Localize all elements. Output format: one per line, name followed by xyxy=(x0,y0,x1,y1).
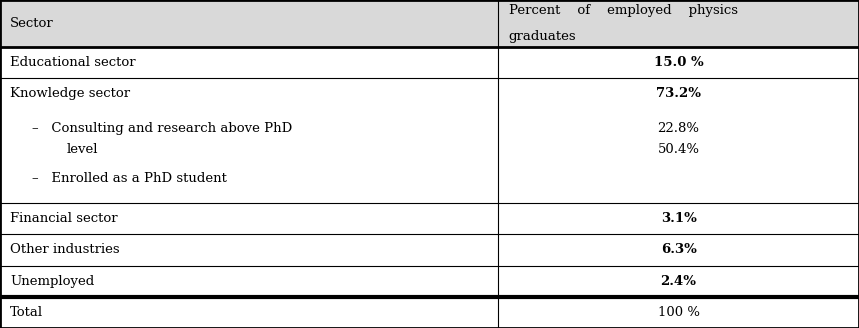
Text: Total: Total xyxy=(10,306,44,319)
Text: Percent    of    employed    physics: Percent of employed physics xyxy=(509,4,738,17)
Bar xyxy=(0,0,859,47)
Text: 50.4%: 50.4% xyxy=(658,143,699,156)
Text: –   Enrolled as a PhD student: – Enrolled as a PhD student xyxy=(32,172,227,185)
Text: 100 %: 100 % xyxy=(658,306,699,319)
Text: Other industries: Other industries xyxy=(10,243,120,256)
Text: 2.4%: 2.4% xyxy=(661,275,697,288)
Text: –   Consulting and research above PhD: – Consulting and research above PhD xyxy=(32,122,292,134)
Text: level: level xyxy=(66,143,98,156)
Bar xyxy=(0,203,859,234)
Text: 3.1%: 3.1% xyxy=(661,212,697,225)
Text: 22.8%: 22.8% xyxy=(658,122,699,134)
Text: Knowledge sector: Knowledge sector xyxy=(10,87,131,100)
Text: Sector: Sector xyxy=(10,17,54,30)
Bar xyxy=(0,234,859,266)
Text: graduates: graduates xyxy=(509,30,576,43)
Bar xyxy=(0,78,859,203)
Bar xyxy=(0,297,859,328)
Text: Financial sector: Financial sector xyxy=(10,212,118,225)
Text: 73.2%: 73.2% xyxy=(656,87,701,100)
Text: 6.3%: 6.3% xyxy=(661,243,697,256)
Text: Unemployed: Unemployed xyxy=(10,275,94,288)
Text: 15.0 %: 15.0 % xyxy=(654,56,704,69)
Bar xyxy=(0,47,859,78)
Text: Educational sector: Educational sector xyxy=(10,56,136,69)
Bar xyxy=(0,266,859,297)
